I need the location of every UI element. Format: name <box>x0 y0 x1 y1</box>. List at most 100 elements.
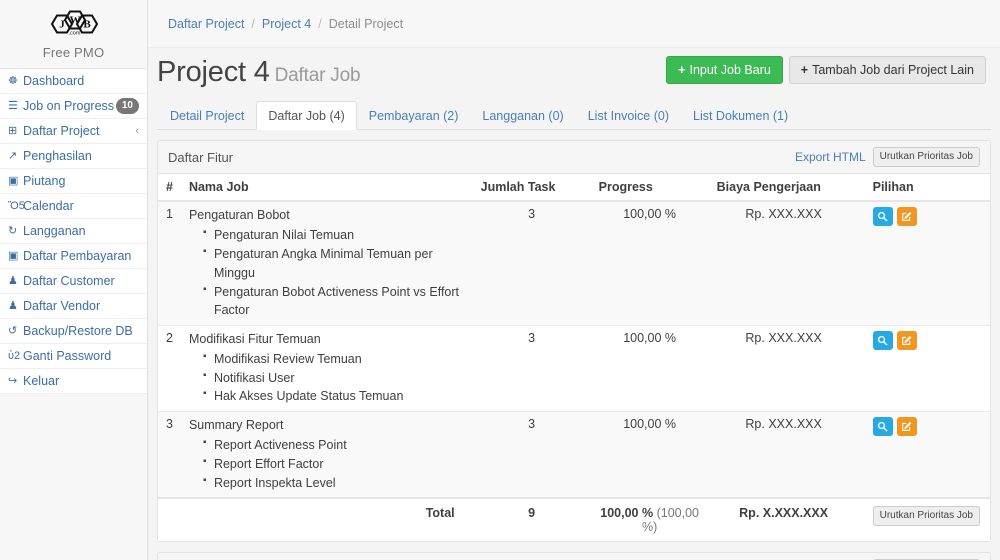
sidebar-item-keluar[interactable]: ↪ Keluar <box>0 369 147 394</box>
input-job-baru-button[interactable]: + Input Job Baru <box>666 56 783 85</box>
sidebar-item-daftar-customer[interactable]: ♟ Daftar Customer <box>0 269 147 294</box>
refresh-icon: ↻ <box>8 224 18 237</box>
page-header: Project 4 Daftar Job + Input Job Baru + Tamb… <box>148 48 1000 89</box>
brand-name: Free PMO <box>42 45 105 60</box>
view-job-button[interactable] <box>872 207 893 227</box>
panel-header: Daftar Fitur Export HTML Urutkan Prioritas… <box>158 141 990 175</box>
tab-langganan-0[interactable]: Langganan (0) <box>482 109 564 124</box>
sidebar-item-ganti-password[interactable]: ὑ2 Ganti Password <box>0 344 147 369</box>
search-icon <box>877 421 888 432</box>
total-progress-value: 100,00 % <box>600 506 654 521</box>
sidebar-item-label: Daftar Customer <box>23 274 115 288</box>
job-name: Summary Report <box>188 418 284 433</box>
sidebar-item-calendar[interactable]: Ὄ5 Calendar <box>0 194 147 219</box>
panel-daftar-fitur: Daftar Fitur Export HTML Urutkan Prioritas… <box>157 140 991 543</box>
panel-tools: Export HTML Urutkan Prioritas Job <box>794 147 980 168</box>
calendar-icon: Ὄ5 <box>8 199 25 212</box>
row-biaya: Rp. XXX.XXX <box>708 411 859 499</box>
sidebar-item-daftar-project[interactable]: ⊞ Daftar Project ‹ <box>0 119 147 144</box>
view-job-button[interactable] <box>872 331 893 350</box>
edit-icon <box>901 335 912 346</box>
edit-job-button[interactable] <box>896 331 917 350</box>
button-label: Input Job Baru <box>689 63 771 77</box>
row-job: Modifikasi Fitur Temuan Modifikasi Review… <box>180 324 473 412</box>
sidebar-item-dashboard[interactable]: ☸ Dashboard <box>0 69 147 94</box>
subtask-item: Hak Akses Update Status Temuan <box>203 386 465 406</box>
edit-job-button[interactable] <box>896 207 917 227</box>
total-spacer <box>158 497 181 542</box>
sidebar-item-daftar-vendor[interactable]: ♟ Daftar Vendor <box>0 294 147 319</box>
button-label: Tambah Job dari Project Lain <box>812 63 974 77</box>
page-title-sub: Daftar Job <box>274 65 361 87</box>
logo-dotcom: .com <box>68 31 80 37</box>
subtask-item: Pengaturan Angka Minimal Temuan per Ming… <box>203 244 465 283</box>
sort-priority-button-footer[interactable]: Urutkan Prioritas Job <box>872 506 980 527</box>
sync-icon: ↺ <box>8 324 18 337</box>
table-icon: ⊞ <box>8 124 18 137</box>
column-header-0: # <box>158 174 181 203</box>
tab-daftar-job-4[interactable]: Daftar Job (4) <box>256 101 357 131</box>
job-table: # Nama Job Jumlah Task Progress Biaya Penger… <box>158 174 990 542</box>
total-biaya: Rp. X.XXX.XXX <box>708 497 859 542</box>
row-actions <box>858 200 990 326</box>
logo-letter-w: W <box>69 15 80 27</box>
sidebar-item-penghasilan[interactable]: ↗ Penghasilan <box>0 144 147 169</box>
row-actions <box>858 411 990 499</box>
row-index: 2 <box>158 324 181 412</box>
action-buttons <box>872 417 982 437</box>
page-title-main: Project 4 <box>157 56 270 89</box>
subtask-item: Modifikasi Review Temuan <box>203 349 465 369</box>
sidebar-item-piutang[interactable]: ▣ Piutang <box>0 169 147 194</box>
tab-detail-project[interactable]: Detail Project <box>170 109 245 124</box>
breadcrumb: Daftar Project / Project 4 / Detail Project <box>148 0 1000 48</box>
tab-list-dokumen-1[interactable]: List Dokumen (1) <box>693 109 789 124</box>
sidebar-nav: ☸ Dashboard ☰ Job on Progress 10 ⊞ Daftar Proj… <box>0 68 147 394</box>
total-actions: Urutkan Prioritas Job <box>858 497 990 542</box>
credit-card-icon: ▣ <box>8 249 19 262</box>
row-progress: 100,00 % <box>590 324 709 412</box>
sidebar-item-label: Daftar Pembayaran <box>23 249 132 263</box>
dashboard-icon: ☸ <box>8 74 18 87</box>
breadcrumb-link-1[interactable]: Project 4 <box>261 16 312 31</box>
edit-icon <box>901 421 912 432</box>
sidebar-item-backup-restore-db[interactable]: ↺ Backup/Restore DB <box>0 319 147 344</box>
sidebar-item-label: Ganti Password <box>23 349 112 363</box>
row-progress: 100,00 % <box>590 200 709 326</box>
row-actions <box>858 324 990 412</box>
edit-job-button[interactable] <box>896 417 917 437</box>
tab-bar: Detail Project Daftar Job (4) Pembayaran (… <box>157 101 991 131</box>
breadcrumb-link-0[interactable]: Daftar Project <box>168 16 245 31</box>
chevron-left-icon: ‹ <box>135 125 139 137</box>
view-job-button[interactable] <box>872 417 893 437</box>
logo-letter-j: J <box>59 19 65 31</box>
sidebar-item-job-on-progress[interactable]: ☰ Job on Progress 10 <box>0 94 147 119</box>
sidebar-item-label: Calendar <box>23 199 74 213</box>
subtask-item: Notifikasi User <box>203 368 465 388</box>
sidebar-item-daftar-pembayaran[interactable]: ▣ Daftar Pembayaran <box>0 244 147 269</box>
row-biaya: Rp. XXX.XXX <box>708 324 859 412</box>
column-header-3: Progress <box>590 174 709 203</box>
users-icon: ♟ <box>8 299 18 312</box>
users-icon: ♟ <box>8 274 18 287</box>
sidebar-item-langganan[interactable]: ↻ Langganan <box>0 219 147 244</box>
sidebar-item-label: Job on Progress <box>23 99 115 113</box>
sort-priority-button[interactable]: Urutkan Prioritas Job <box>872 147 980 168</box>
tab-list-invoice-0[interactable]: List Invoice (0) <box>587 109 669 124</box>
tab-pembayaran-2[interactable]: Pembayaran (2) <box>368 109 459 124</box>
breadcrumb-separator: / <box>251 16 255 31</box>
tambah-job-dari-project-lain-button[interactable]: + Tambah Job dari Project Lain <box>788 56 986 85</box>
action-buttons <box>872 331 982 350</box>
sidebar-item-label: Daftar Vendor <box>23 299 101 313</box>
search-icon <box>877 335 888 346</box>
sidebar-item-label: Keluar <box>23 374 60 388</box>
sidebar-item-label: Langganan <box>23 224 86 238</box>
subtask-item: Pengaturan Nilai Temuan <box>203 225 465 245</box>
subtask-item: Pengaturan Bobot Activeness Point vs Eff… <box>203 282 465 321</box>
row-job: Pengaturan BobotPengaturan Nilai TemuanP… <box>180 200 473 326</box>
row-jumlah-task: 3 <box>472 324 591 412</box>
export-html-link[interactable]: Export HTML <box>794 150 866 165</box>
row-jumlah-task: 3 <box>472 200 591 326</box>
